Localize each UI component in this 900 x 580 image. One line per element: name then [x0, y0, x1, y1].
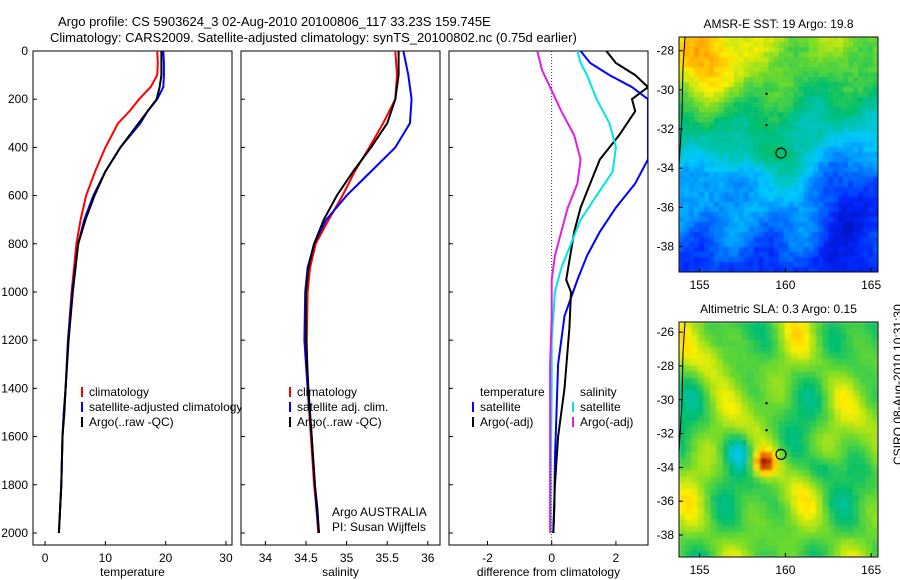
y-tick-label: -28	[657, 44, 675, 58]
y-tick-label: -30	[657, 393, 675, 407]
x-tick-label: 10	[99, 551, 113, 565]
y-tick-label: 2000	[1, 526, 28, 540]
series-sal_argo	[536, 51, 582, 533]
x-tick-label: 35.5	[376, 551, 400, 565]
map-frame	[678, 36, 879, 273]
y-tick-label: -34	[657, 460, 675, 474]
coastline	[678, 36, 686, 168]
legend-entry: Argo(..raw -QC)	[89, 415, 174, 429]
series-sal_satellite	[549, 51, 617, 533]
series-temp_satellite	[552, 51, 648, 534]
annotation-text: Argo AUSTRALIA	[332, 505, 427, 519]
x-axis-label: temperature	[100, 565, 165, 579]
y-tick-label: -34	[657, 161, 675, 175]
sla-map: Altimetric SLA: 0.3 Argo: 0.15 155 160 165 -…	[657, 302, 882, 577]
argo-position-marker	[775, 448, 787, 460]
x-tick-label: 155	[690, 278, 710, 292]
map-field	[679, 37, 878, 272]
y-tick-label: 200	[8, 92, 28, 106]
sst-map: AMSR-E SST: 19 Argo: 19.8 155 160 165 -28 -30…	[657, 17, 882, 292]
y-tick-label: -32	[657, 427, 675, 441]
x-tick-label: 20	[159, 551, 173, 565]
difference-profile-frame	[448, 50, 649, 546]
legend-entry: satellite-adjusted climatology	[89, 400, 242, 414]
x-tick-label: 160	[775, 563, 795, 577]
x-tick-label: 34.5	[294, 551, 318, 565]
y-tick-label: -30	[657, 83, 675, 97]
legend-entry: Argo(-adj)	[580, 415, 633, 429]
side-caption: CSIRO 08-Aug-2010 10:31:30	[891, 304, 900, 465]
argo-position-marker	[775, 147, 787, 159]
y-tick-label: 0	[21, 44, 28, 58]
x-tick-label: 0	[548, 551, 555, 565]
series-temp_argo	[552, 51, 648, 534]
x-tick-label: -2	[482, 551, 493, 565]
track-dot	[765, 402, 768, 405]
y-tick-label: 1800	[1, 478, 28, 492]
legend-entry: satellite	[580, 400, 621, 414]
legend-group-title: salinity	[580, 385, 617, 399]
y-tick-label: 1000	[1, 285, 28, 299]
y-tick-label: -28	[657, 359, 675, 373]
x-tick-label: 36	[421, 551, 435, 565]
track-dot	[765, 429, 768, 432]
coastline	[678, 321, 686, 453]
y-tick-label: 1400	[1, 381, 28, 395]
y-tick-label: -36	[657, 494, 675, 508]
x-tick-label: 2	[613, 551, 620, 565]
annotation-text: PI: Susan Wijffels	[332, 520, 426, 534]
x-tick-label: 0	[42, 551, 49, 565]
legend-entry: satellite	[480, 400, 521, 414]
legend-entry: climatology	[89, 385, 149, 399]
salinity-profile: 34 34.5 35 35.5 36 salinity climatologysatelli…	[240, 50, 441, 579]
map-frame	[678, 321, 879, 558]
y-tick-label: -36	[657, 200, 675, 214]
map-title: Altimetric SLA: 0.3 Argo: 0.15	[700, 302, 857, 316]
series-argo	[57, 51, 163, 534]
x-tick-label: 165	[861, 278, 881, 292]
legend-entry: Argo(-adj)	[480, 415, 533, 429]
x-tick-label: 30	[219, 551, 233, 565]
x-tick-label: 165	[861, 563, 881, 577]
y-tick-label: 1200	[1, 333, 28, 347]
series-argo	[305, 51, 400, 534]
x-tick-label: 155	[690, 563, 710, 577]
legend-entry: Argo(..raw -QC)	[297, 415, 382, 429]
x-axis-label: difference from climatology	[477, 565, 620, 579]
header-line-2: Climatology: CARS2009. Satellite-adjuste…	[50, 30, 577, 45]
y-tick-label: -32	[657, 122, 675, 136]
y-tick-label: 1600	[1, 430, 28, 444]
legend-entry: satellite adj. clim.	[297, 400, 388, 414]
legend-entry: climatology	[297, 385, 357, 399]
temperature-profile-frame	[32, 50, 233, 546]
y-tick-label: -38	[657, 528, 675, 542]
x-tick-label: 160	[775, 278, 795, 292]
legend-group-title: temperature	[480, 385, 545, 399]
header-line-1: Argo profile: CS 5903624_3 02-Aug-2010 2…	[58, 14, 491, 29]
y-tick-label: 400	[8, 140, 28, 154]
y-tick-label: -38	[657, 240, 675, 254]
track-dot	[765, 123, 768, 127]
y-tick-label: 800	[8, 237, 28, 251]
map-title: AMSR-E SST: 19 Argo: 19.8	[703, 17, 853, 31]
map-field	[679, 322, 878, 557]
x-tick-label: 34	[259, 551, 273, 565]
x-axis-label: salinity	[322, 565, 359, 579]
salinity-profile-frame	[240, 50, 441, 546]
y-tick-label: -26	[657, 325, 675, 339]
y-tick-label: 600	[8, 189, 28, 203]
track-dot	[765, 92, 768, 96]
x-tick-label: 35	[340, 551, 354, 565]
temperature-profile: 0 200 400 600 800 1000 1200 1400 1600 1800 2000 0 10…	[1, 44, 242, 579]
